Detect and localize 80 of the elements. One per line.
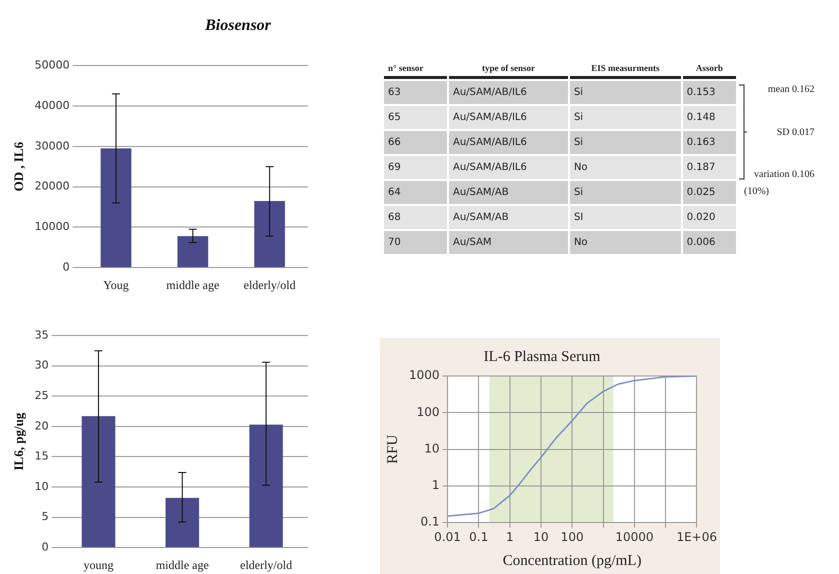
bar xyxy=(249,424,283,548)
y-tick-label: 10000 xyxy=(34,220,70,234)
y-tick-label: 0.1 xyxy=(420,514,440,529)
y-tick-label: 1000 xyxy=(408,368,440,382)
y-tick-label: 30 xyxy=(34,358,49,372)
text: 65 xyxy=(388,112,401,123)
text: Si xyxy=(574,87,584,98)
text: Au/SAM/AB/IL6 xyxy=(452,112,527,123)
category-label: type of sensor xyxy=(448,60,568,79)
category-label: EIS measurments xyxy=(570,60,681,79)
chart-title: IL-6 Plasma Serum xyxy=(484,348,601,365)
text: 63 xyxy=(388,87,401,98)
bar xyxy=(166,498,200,548)
x-tick-label: Youg xyxy=(103,278,129,292)
x-tick-label: 0.01 xyxy=(434,530,461,544)
text: Au/SAM/AB/IL6 xyxy=(452,87,527,98)
x-tick-label: elderly/old xyxy=(240,558,292,572)
y-tick-label: 0 xyxy=(62,260,70,274)
bar xyxy=(100,148,132,268)
text: 66 xyxy=(388,137,401,148)
text: 68 xyxy=(388,212,401,223)
text: Au/SAM/AB xyxy=(452,187,509,198)
y-tick-label: 5 xyxy=(42,510,49,524)
y-tick-label: 40000 xyxy=(34,98,70,112)
bar xyxy=(254,200,285,268)
x-tick-label: middle age xyxy=(166,278,220,292)
x-tick-label: 1E+06 xyxy=(676,530,718,544)
y-tick-label: 10 xyxy=(34,480,49,493)
category-label: Assorb xyxy=(682,60,736,79)
text: 69 xyxy=(388,162,401,173)
text: Si xyxy=(574,187,584,198)
text: mean 0.162 xyxy=(766,84,815,95)
text: Au/SAM/AB xyxy=(452,212,509,223)
text: SI xyxy=(574,212,584,223)
text: 0.020 xyxy=(686,212,716,223)
y-tick-label: 1 xyxy=(432,478,440,492)
text: Si xyxy=(574,112,584,123)
x-tick-label: 0.1 xyxy=(469,530,488,544)
x-axis-title: Concentration (pg/mL) xyxy=(502,552,642,569)
text: 64 xyxy=(388,187,401,198)
x-tick-label: 10 xyxy=(533,530,549,544)
y-tick-label: 20000 xyxy=(34,180,70,193)
text: No xyxy=(574,237,588,248)
y-tick-label: 0 xyxy=(42,540,49,554)
text: SD 0.017 xyxy=(776,126,815,138)
y-axis-title: IL6, pg/ug xyxy=(11,412,26,471)
y-tick-label: 20 xyxy=(34,419,49,432)
text: variation 0.106 xyxy=(754,169,815,180)
x-tick-label: 1 xyxy=(506,530,514,544)
text: Si xyxy=(574,137,584,148)
text: (10%) xyxy=(743,186,770,197)
text: Au/SAM/AB/IL6 xyxy=(452,162,527,173)
x-tick-label: 10000 xyxy=(615,530,654,544)
x-tick-label: young xyxy=(84,558,114,572)
y-tick-label: 10 xyxy=(424,441,440,456)
x-tick-label: elderly/old xyxy=(244,278,296,292)
text: Au/SAM/AB/IL6 xyxy=(452,137,527,148)
y-axis-title: RFU xyxy=(384,434,401,464)
y-axis-title: OD , IL6 xyxy=(11,141,26,192)
chart-title: Biosensor xyxy=(204,16,272,36)
y-tick-label: 25 xyxy=(34,389,49,402)
text: 70 xyxy=(388,237,401,248)
text: 0.006 xyxy=(686,237,716,248)
text: Au/SAM xyxy=(452,237,492,248)
category-label: n° sensor xyxy=(384,60,447,79)
text: 0.148 xyxy=(686,112,716,123)
x-tick-label: middle age xyxy=(156,558,209,572)
text: 0.025 xyxy=(686,187,716,198)
text: 0.163 xyxy=(686,137,716,148)
bar xyxy=(82,416,116,548)
y-tick-label: 35 xyxy=(34,328,49,342)
x-tick-label: 100 xyxy=(560,530,584,544)
text: No xyxy=(574,162,588,173)
text: 0.187 xyxy=(686,162,716,173)
y-tick-label: 100 xyxy=(416,404,440,419)
y-tick-label: 50000 xyxy=(34,58,70,72)
y-tick-label: 30000 xyxy=(34,139,70,152)
bar xyxy=(177,236,208,268)
y-tick-label: 15 xyxy=(34,450,49,463)
text: 0.153 xyxy=(686,87,716,98)
